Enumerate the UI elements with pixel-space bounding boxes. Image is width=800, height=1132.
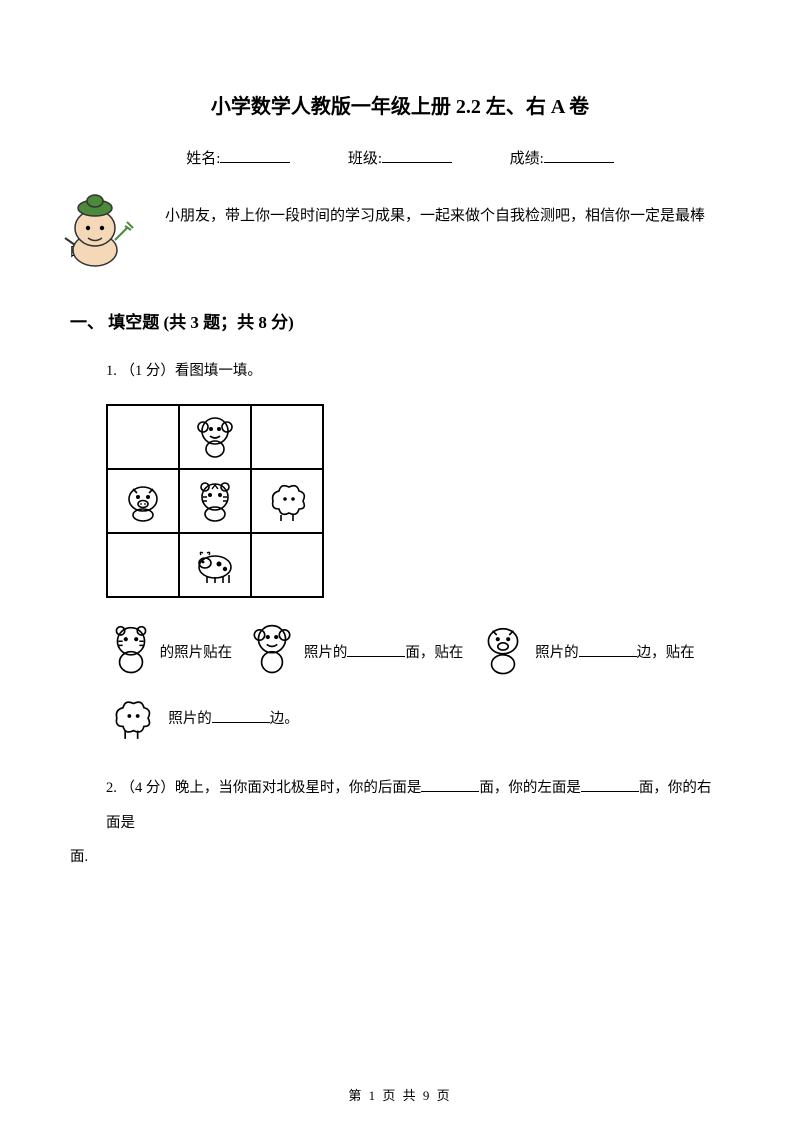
- score-label: 成绩:: [510, 151, 544, 167]
- info-row: 姓名: 班级: 成绩:: [70, 147, 730, 168]
- page-footer: 第 1 页 共 9 页: [0, 1085, 800, 1104]
- grid-3x3: [106, 404, 324, 598]
- pig-icon: [478, 620, 528, 691]
- q2-part-d: 面.: [70, 849, 88, 865]
- tiger-icon: [106, 620, 156, 691]
- question-2-cont: 面.: [70, 840, 730, 875]
- score-blank[interactable]: [544, 149, 614, 163]
- section-1-heading: 一、 填空题 (共 3 题；共 8 分): [70, 308, 730, 333]
- sheep-icon: [106, 691, 161, 757]
- cow-icon: [191, 539, 239, 592]
- q1-blank-2[interactable]: [579, 644, 637, 657]
- q1-sentence: 的照片贴在 照片的面，贴在 照片的边，贴在 照片的边。: [106, 620, 720, 756]
- sheep-icon: [263, 475, 311, 528]
- q1-p1: 的照片贴在: [160, 645, 233, 661]
- question-2: 2. （4 分）晚上，当你面对北极星时，你的后面是面，你的左面是面，你的右面是: [106, 771, 720, 841]
- q1-p3b: 边，贴在: [637, 645, 695, 661]
- q1-blank-3[interactable]: [212, 710, 270, 723]
- q1-p4b: 边。: [270, 711, 299, 727]
- q2-blank-2[interactable]: [581, 779, 639, 792]
- name-label: 姓名:: [186, 151, 220, 167]
- q1-p4: 照片的: [168, 711, 212, 727]
- monkey-icon: [247, 620, 297, 691]
- mascot-icon: [55, 190, 145, 275]
- q2-part-a: 2. （4 分）晚上，当你面对北极星时，你的后面是: [106, 780, 421, 796]
- q1-blank-1[interactable]: [347, 644, 405, 657]
- q1-p2: 照片的: [304, 645, 348, 661]
- grid-picture: [106, 404, 730, 598]
- intro-text-line1: 小朋友，带上你一段时间的学习成果，一起来做个自我检测吧，相信你一定是最棒: [70, 198, 730, 234]
- monkey-icon: [191, 411, 239, 464]
- q2-blank-1[interactable]: [421, 779, 479, 792]
- name-blank[interactable]: [220, 149, 290, 163]
- question-1-label: 1. （1 分）看图填一填。: [106, 355, 730, 388]
- q1-p2b: 面，贴在: [405, 645, 463, 661]
- intro-text-line2: 的!: [70, 234, 730, 270]
- page-title: 小学数学人教版一年级上册 2.2 左、右 A 卷: [70, 90, 730, 119]
- tiger-icon: [191, 475, 239, 528]
- class-blank[interactable]: [382, 149, 452, 163]
- intro-block: 小朋友，带上你一段时间的学习成果，一起来做个自我检测吧，相信你一定是最棒 的!: [70, 198, 730, 288]
- pig-icon: [119, 475, 167, 528]
- q2-part-b: 面，你的左面是: [479, 780, 581, 796]
- q1-p3: 照片的: [535, 645, 579, 661]
- class-label: 班级:: [348, 151, 382, 167]
